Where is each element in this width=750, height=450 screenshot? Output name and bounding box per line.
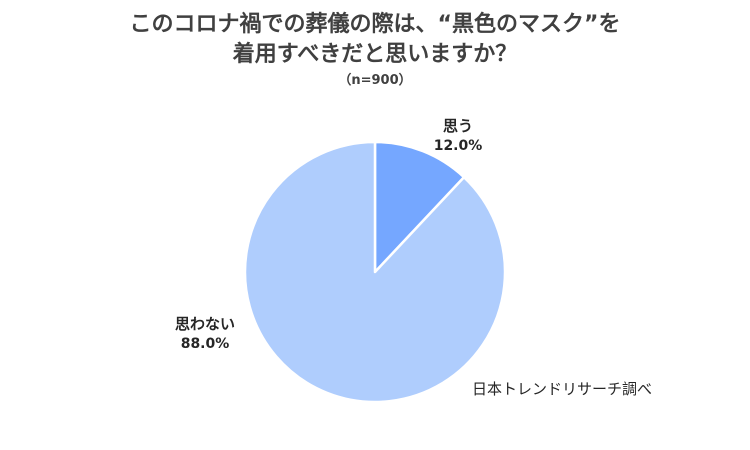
slice-value-label: 12.0% xyxy=(433,138,483,154)
slice-value-label: 88.0% xyxy=(180,336,230,352)
slice-label-omowanai: 思わない 88.0% xyxy=(160,314,250,354)
chart-title-block: このコロナ禍での葬儀の際は、“黒色のマスク”を 着用すべきだと思いますか？ （n… xyxy=(0,10,750,90)
pie-slice-omowanai xyxy=(243,140,507,404)
chart-title-line-2: 着用すべきだと思いますか？ xyxy=(232,42,518,67)
pie-slice-omou xyxy=(373,140,466,274)
slice-label-omou: 思う 12.0% xyxy=(418,116,498,156)
slice-category-label: 思わない xyxy=(174,315,235,333)
slice-category-label: 思う xyxy=(442,117,473,135)
chart-title-line-1: このコロナ禍での葬儀の際は、“黒色のマスク”を xyxy=(129,12,621,37)
source-note: 日本トレンドリサーチ調べ xyxy=(472,380,653,398)
chart-subtitle: （n=900） xyxy=(338,73,412,88)
